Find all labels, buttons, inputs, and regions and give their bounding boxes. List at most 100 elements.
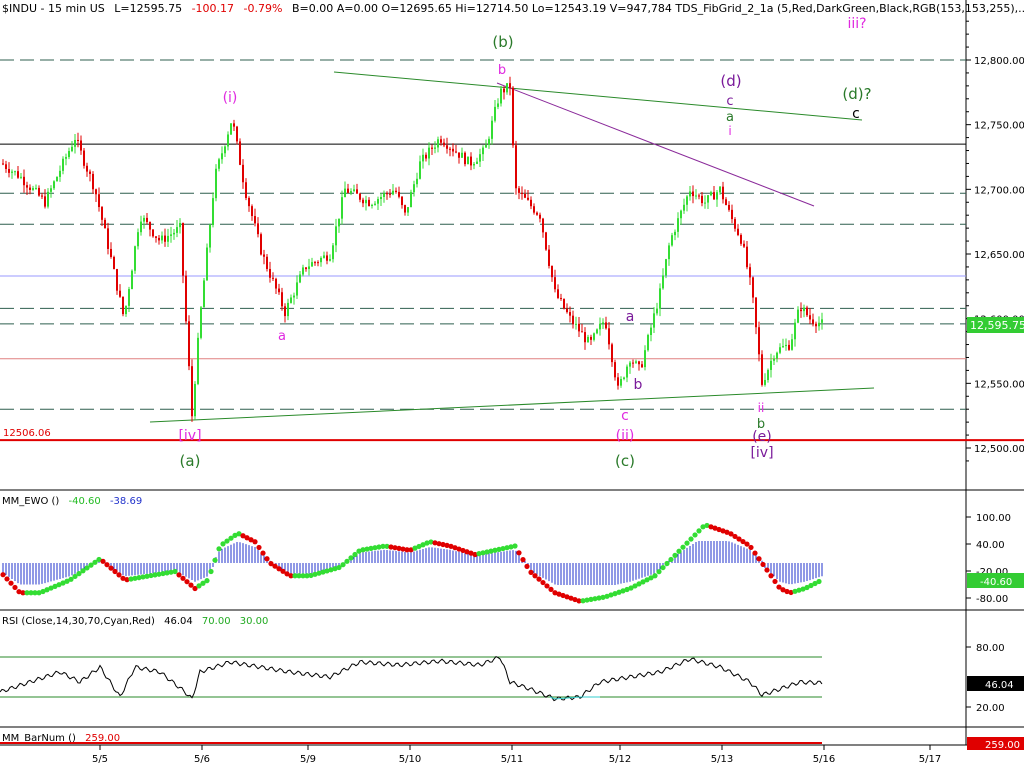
rsi-oversold-segment <box>549 696 600 700</box>
wave-label: b <box>757 417 765 432</box>
candle-body <box>260 234 262 255</box>
last-price-tag-text: 12,595.75 <box>970 319 1024 332</box>
candle-body <box>287 302 289 317</box>
candle-body <box>140 221 142 233</box>
ewo-dot <box>576 598 582 604</box>
ewo-dot <box>204 578 210 584</box>
ewo-tag-text: -40.60 <box>980 577 1012 588</box>
candle-body <box>374 203 376 205</box>
candle-body <box>518 188 520 193</box>
ewo-dot <box>500 545 506 552</box>
candle-body <box>362 199 364 204</box>
candle-body <box>737 228 739 235</box>
candle-body <box>323 255 325 258</box>
ewo-tick-label: -80.00 <box>976 594 1008 605</box>
candle-body <box>365 199 367 204</box>
rsi-tick-label: 20.00 <box>976 703 1005 714</box>
time-tick-label: 5/10 <box>399 754 421 765</box>
ewo-dot <box>672 552 678 558</box>
candle-body <box>257 223 259 235</box>
ewo-dot <box>632 583 638 589</box>
candle-body <box>479 154 481 162</box>
candle-body <box>704 202 706 204</box>
candle-body <box>692 191 694 197</box>
candle-body <box>146 217 148 223</box>
ewo-dot <box>516 550 522 556</box>
wave-label: b <box>634 377 643 393</box>
ewo-dot <box>732 533 738 540</box>
candle-body <box>425 154 427 159</box>
candle-body <box>506 83 508 93</box>
ewo-dot <box>176 572 182 578</box>
candle-body <box>470 156 472 166</box>
candle-body <box>566 308 568 313</box>
candle-body <box>674 231 676 236</box>
plot-area <box>0 0 966 768</box>
ewo-dot <box>120 575 126 581</box>
candle-body <box>8 168 10 173</box>
ewo-dot <box>92 559 98 565</box>
candle-body <box>800 309 802 312</box>
ewo-dot <box>520 557 526 563</box>
ewo-dot <box>764 567 770 573</box>
candle-body <box>281 292 283 307</box>
ewo-dot <box>688 536 694 542</box>
ewo-dot <box>304 573 310 579</box>
candle-body <box>203 280 205 308</box>
candle-body <box>710 192 712 196</box>
ewo-dot <box>608 592 614 598</box>
barnum-tag-text: 259.00 <box>985 740 1020 751</box>
candle-body <box>701 195 703 204</box>
candle-body <box>77 139 79 141</box>
candle-body <box>620 378 622 386</box>
ewo-dot <box>40 588 46 595</box>
ewo-dot <box>388 544 394 550</box>
ewo-dot <box>772 578 778 585</box>
ewo-dot <box>324 568 330 574</box>
ewo-title: MM_EWO () -40.60 -38.69 <box>2 496 142 507</box>
candle-body <box>659 288 661 309</box>
ewo-dot <box>4 576 10 582</box>
candle-body <box>575 323 577 325</box>
ewo-dot <box>184 579 190 585</box>
candle-body <box>422 154 424 162</box>
wave-label: ii <box>758 401 765 415</box>
ewo-dot <box>568 595 574 601</box>
ewo-dot <box>332 566 338 572</box>
ewo-dot <box>592 596 598 602</box>
price-tick-label: 12,500.00 <box>974 444 1024 455</box>
wave-label: a <box>278 329 286 344</box>
ewo-dot <box>704 522 710 529</box>
candle-body <box>317 262 319 264</box>
price-tick-label: 12,700.00 <box>974 185 1024 196</box>
candle-body <box>251 206 253 217</box>
ewo-dot <box>308 572 314 579</box>
ewo-dot <box>644 577 650 583</box>
trendline-purple <box>496 82 815 207</box>
candle-body <box>452 148 454 152</box>
ewo-dot <box>756 556 762 562</box>
ewo-dot <box>160 570 166 577</box>
ewo-tick-label: -20.00 <box>976 567 1008 578</box>
candle-body <box>680 210 682 219</box>
candle-body <box>332 245 334 260</box>
candle-body <box>557 289 559 298</box>
candle-body <box>395 190 397 192</box>
ewo-dot <box>744 541 750 547</box>
ewo-dot <box>196 583 202 589</box>
candle-body <box>122 296 124 315</box>
candle-body <box>806 307 808 316</box>
candle-body <box>278 288 280 293</box>
candle-body <box>449 148 451 150</box>
ewo-dot <box>668 556 674 563</box>
candle-body <box>758 327 760 355</box>
ewo-dot <box>468 550 474 556</box>
candle-body <box>101 207 103 220</box>
ewo-dot <box>268 561 274 567</box>
ewo-dot <box>700 524 706 530</box>
wave-label: c <box>726 94 733 109</box>
ewo-dot <box>320 569 326 575</box>
candle-body <box>782 346 784 348</box>
ewo-dot <box>404 547 410 553</box>
candle-body <box>296 282 298 296</box>
